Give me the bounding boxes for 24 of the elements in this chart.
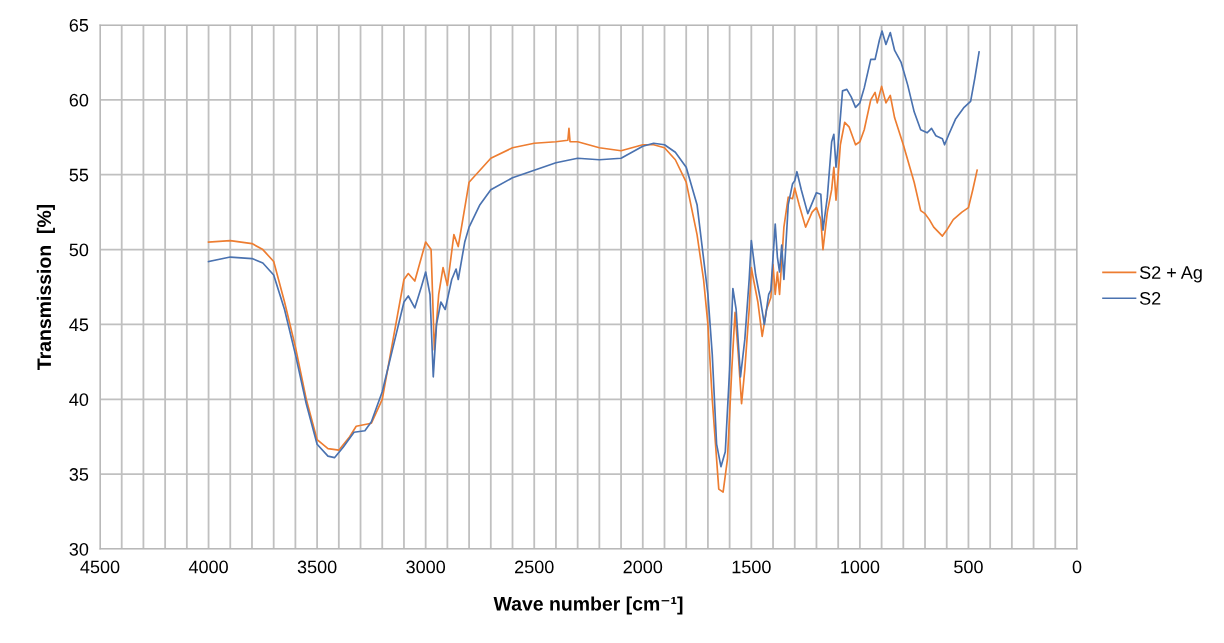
line-series xyxy=(207,85,978,493)
y-tick-label: 55 xyxy=(69,168,89,182)
x-tick-label: 4500 xyxy=(80,560,120,574)
x-tick-label: 2000 xyxy=(623,560,663,574)
x-tick-label: 1000 xyxy=(841,560,880,574)
line-series xyxy=(207,30,980,468)
y-axis-title: Transmission [%] xyxy=(36,204,55,370)
y-tick-label: 30 xyxy=(69,542,89,556)
y-tick-label: 40 xyxy=(69,393,89,407)
y-tick-label: 50 xyxy=(69,243,89,257)
y-tick-label: 35 xyxy=(69,468,89,481)
x-tick-label: 4000 xyxy=(188,560,228,574)
x-tick-label: 3000 xyxy=(406,560,446,574)
y-tick-label: 65 xyxy=(69,18,89,32)
legend-label: S2 xyxy=(1139,291,1161,305)
x-axis-title: Wave number [cm⁻¹] xyxy=(493,596,683,615)
x-tick-label: 0 xyxy=(1072,560,1082,574)
x-tick-label: 3500 xyxy=(297,560,337,574)
y-tick-label: 45 xyxy=(69,318,89,332)
x-tick-label: 1500 xyxy=(732,560,771,574)
x-tick-label: 500 xyxy=(954,560,983,574)
y-tick-label: 60 xyxy=(69,93,89,107)
legend-label: S2 + Ag xyxy=(1139,266,1202,283)
x-tick-label: 2500 xyxy=(515,560,554,574)
